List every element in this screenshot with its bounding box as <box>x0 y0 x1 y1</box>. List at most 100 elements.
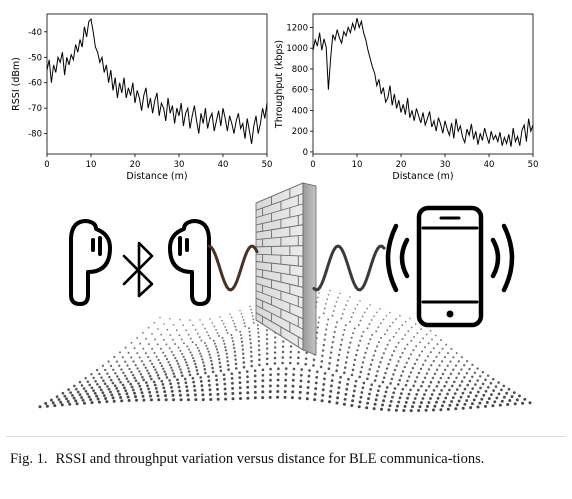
terrain-dot <box>257 331 260 334</box>
terrain-dot <box>90 386 94 390</box>
terrain-dot <box>346 300 349 302</box>
terrain-dot <box>118 351 122 354</box>
terrain-dot <box>397 383 400 386</box>
terrain-dot <box>413 397 417 400</box>
terrain-dot <box>312 358 316 362</box>
terrain-dot <box>487 397 491 401</box>
terrain-dot <box>242 352 245 355</box>
terrain-dot <box>377 326 380 329</box>
terrain-dot <box>344 392 348 396</box>
terrain-dot <box>371 333 374 336</box>
terrain-dot <box>357 405 361 409</box>
terrain-dot <box>149 359 152 362</box>
terrain-dot <box>154 368 157 371</box>
terrain-dot <box>257 327 260 330</box>
terrain-dot <box>435 385 439 388</box>
terrain-dot <box>463 364 466 367</box>
smartphone-icon <box>416 205 484 328</box>
terrain-dot <box>71 394 74 397</box>
terrain-dot <box>169 334 172 336</box>
terrain-dot <box>322 312 325 315</box>
terrain-dot <box>320 360 324 363</box>
terrain-dot <box>515 398 519 402</box>
terrain-dot <box>321 354 324 358</box>
terrain-dot <box>179 318 181 321</box>
terrain-dot <box>418 354 421 357</box>
terrain-dot <box>171 338 174 341</box>
terrain-dot <box>384 390 388 394</box>
terrain-dot <box>201 398 205 402</box>
terrain-dot <box>393 350 396 353</box>
throughput-xtick-label: 20 <box>396 160 407 170</box>
terrain-dot <box>253 369 257 373</box>
terrain-dot <box>445 380 448 384</box>
terrain-dot <box>422 337 425 340</box>
terrain-dot <box>381 380 385 384</box>
terrain-dot <box>250 359 253 363</box>
terrain-dot <box>233 322 236 325</box>
terrain-dot <box>468 379 472 383</box>
terrain-dot <box>265 337 269 341</box>
terrain-dot <box>94 380 97 383</box>
terrain-dot <box>144 352 147 355</box>
terrain-dot <box>134 379 138 383</box>
terrain-dot <box>223 387 227 391</box>
terrain-dot <box>265 329 268 332</box>
terrain-dot <box>181 352 184 355</box>
terrain-dot <box>168 347 171 350</box>
terrain-dot <box>213 325 216 328</box>
terrain-dot <box>183 377 187 381</box>
terrain-dot <box>478 401 482 405</box>
terrain-dot <box>387 362 390 366</box>
terrain-dot <box>150 362 154 366</box>
terrain-dot <box>258 358 261 362</box>
terrain-dot <box>194 365 198 369</box>
terrain-dot <box>210 363 214 366</box>
terrain-dot <box>377 341 381 344</box>
terrain-dot <box>473 371 477 374</box>
terrain-dot <box>209 337 212 340</box>
terrain-dot <box>178 365 181 368</box>
terrain-dot <box>429 351 432 354</box>
terrain-dot <box>393 368 397 372</box>
terrain-dot <box>427 385 431 388</box>
terrain-dot <box>161 383 165 386</box>
terrain-dot <box>421 380 425 384</box>
terrain-dot <box>409 371 413 374</box>
terrain-dot <box>318 316 321 319</box>
terrain-dot <box>289 345 293 348</box>
terrain-dot <box>119 396 123 399</box>
terrain-dot <box>284 378 288 382</box>
terrain-dot <box>427 368 431 371</box>
terrain-dot <box>424 389 428 392</box>
terrain-dot <box>120 399 124 403</box>
terrain-dot <box>204 371 207 375</box>
terrain-dot <box>97 400 101 404</box>
terrain-dot <box>242 361 246 364</box>
terrain-dot <box>389 382 392 385</box>
terrain-dot <box>174 357 177 360</box>
terrain-dot <box>377 365 381 368</box>
terrain-dot <box>157 358 160 362</box>
terrain-dot <box>350 373 354 377</box>
terrain-dot <box>199 380 203 383</box>
terrain-dot <box>72 396 76 400</box>
terrain-dot <box>218 361 222 365</box>
terrain-dot <box>433 404 437 408</box>
rssi-series-line <box>46 17 268 144</box>
terrain-dot <box>304 357 308 360</box>
throughput-ytick-label: 400 <box>292 106 308 116</box>
terrain-dot <box>348 346 351 349</box>
terrain-dot <box>125 392 129 396</box>
terrain-dot <box>124 346 127 349</box>
terrain-dot <box>354 379 358 383</box>
terrain-dot <box>361 386 365 390</box>
terrain-dot <box>253 390 257 394</box>
terrain-dot <box>376 370 379 373</box>
terrain-dot <box>489 381 493 385</box>
terrain-dot <box>328 395 332 399</box>
terrain-dot <box>446 352 450 355</box>
terrain-dot <box>256 324 259 326</box>
terrain-dot <box>216 397 220 401</box>
terrain-dot <box>368 368 371 371</box>
